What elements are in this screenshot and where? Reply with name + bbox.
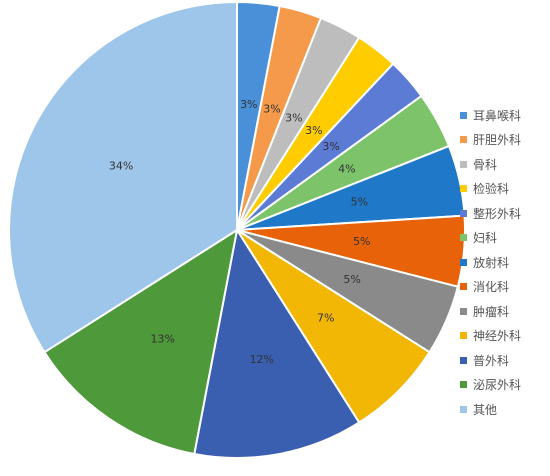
legend-item-7: 消化科 <box>460 275 546 300</box>
slice-label-11: 13% <box>150 332 174 345</box>
legend-item-1: 肝胆外科 <box>460 128 546 153</box>
slice-label-2: 3% <box>285 111 302 124</box>
slice-label-5: 4% <box>338 163 355 176</box>
legend-label-8: 肿瘤科 <box>473 304 510 319</box>
pie-slice-12 <box>8 0 238 354</box>
legend-item-5: 妇科 <box>460 226 546 251</box>
slice-label-12: 34% <box>109 159 133 172</box>
slice-label-9: 7% <box>317 312 334 325</box>
legend-swatch-4 <box>460 209 467 217</box>
legend-label-5: 妇科 <box>473 231 498 246</box>
legend-label-12: 其他 <box>473 402 498 417</box>
legend-item-10: 普外科 <box>460 348 546 373</box>
chart-legend: 耳鼻喉科肝胆外科骨科检验科整形外科妇科放射科消化科肿瘤科神经外科普外科泌尿外科其… <box>460 103 546 422</box>
legend-label-1: 肝胆外科 <box>473 133 522 148</box>
slice-label-7: 5% <box>353 235 370 248</box>
legend-swatch-2 <box>460 160 467 168</box>
pie-slice-11 <box>43 227 239 456</box>
legend-swatch-5 <box>460 234 467 242</box>
legend-swatch-0 <box>460 111 467 119</box>
legend-swatch-1 <box>460 136 467 144</box>
legend-item-9: 神经外科 <box>460 324 546 349</box>
legend-label-9: 神经外科 <box>473 329 522 344</box>
legend-swatch-8 <box>460 307 467 315</box>
legend-item-3: 检验科 <box>460 177 546 202</box>
legend-label-11: 泌尿外科 <box>473 378 522 393</box>
legend-swatch-6 <box>460 258 467 266</box>
legend-swatch-3 <box>460 185 467 193</box>
slice-label-10: 12% <box>250 353 274 366</box>
legend-label-6: 放射科 <box>473 255 510 270</box>
legend-swatch-9 <box>460 332 467 340</box>
slice-label-4: 3% <box>322 140 339 153</box>
legend-item-12: 其他 <box>460 397 546 422</box>
legend-item-4: 整形外科 <box>460 201 546 226</box>
slice-label-3: 3% <box>305 124 322 137</box>
legend-swatch-12 <box>460 405 467 413</box>
slice-label-6: 5% <box>351 196 368 209</box>
legend-item-0: 耳鼻喉科 <box>460 103 546 128</box>
legend-item-8: 肿瘤科 <box>460 299 546 324</box>
legend-item-11: 泌尿外科 <box>460 373 546 398</box>
slice-label-0: 3% <box>240 98 257 111</box>
legend-label-0: 耳鼻喉科 <box>473 108 522 123</box>
pie-slice-10 <box>193 227 361 459</box>
legend-swatch-10 <box>460 356 467 364</box>
legend-swatch-11 <box>460 381 467 389</box>
legend-label-7: 消化科 <box>473 280 510 295</box>
legend-label-4: 整形外科 <box>473 206 522 221</box>
legend-swatch-7 <box>460 283 467 291</box>
legend-item-6: 放射科 <box>460 250 546 275</box>
slice-label-1: 3% <box>263 103 280 116</box>
legend-label-3: 检验科 <box>473 182 510 197</box>
slice-label-8: 5% <box>343 273 360 286</box>
legend-label-10: 普外科 <box>473 353 510 368</box>
legend-label-2: 骨科 <box>473 157 498 172</box>
legend-item-2: 骨科 <box>460 152 546 177</box>
